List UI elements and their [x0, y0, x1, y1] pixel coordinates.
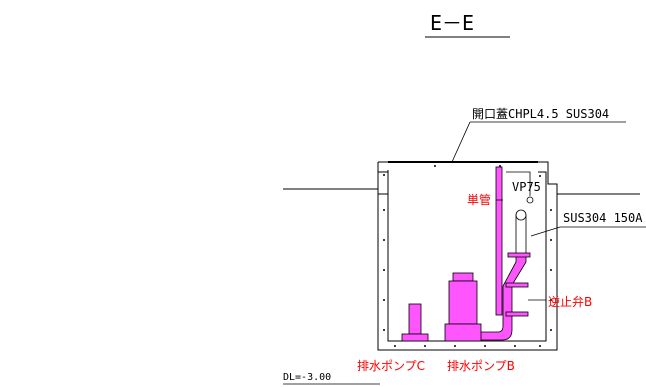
check-valve-label: 逆止弁B: [548, 294, 592, 309]
sus-pipe-cap-icon: [515, 209, 527, 221]
check-valve-flange-2: [505, 282, 529, 288]
discharge-pipe: [479, 254, 527, 341]
cover-label: 開口蓋CHPL4.5 SUS304: [472, 107, 609, 121]
sus-pipe: [515, 214, 527, 256]
pump-b-icon: [444, 272, 482, 342]
anchor-dots: [383, 165, 552, 347]
vp-vent-icon: [526, 196, 534, 204]
cover-leader: [451, 121, 471, 163]
sus-pipe-label: SUS304 150A: [563, 211, 643, 225]
pump-b-label: 排水ポンプB: [447, 359, 515, 373]
section-title: E－E: [430, 11, 474, 35]
pit-inner-wall: [387, 170, 547, 342]
vp-box: [506, 171, 531, 196]
single-pipe-label: 単管: [467, 192, 491, 207]
pit-outer-wall: [377, 161, 558, 351]
pump-c-icon: [401, 303, 429, 342]
pump-c-label: 排水ポンプC: [357, 359, 425, 373]
check-valve-flange-3: [505, 311, 529, 317]
single-pipe: [495, 166, 503, 316]
sus-leader: [530, 226, 561, 237]
check-valve-flange-1: [507, 252, 531, 258]
dl-label: DL=-3.00: [283, 372, 331, 383]
vp-label: VP75: [512, 180, 541, 194]
